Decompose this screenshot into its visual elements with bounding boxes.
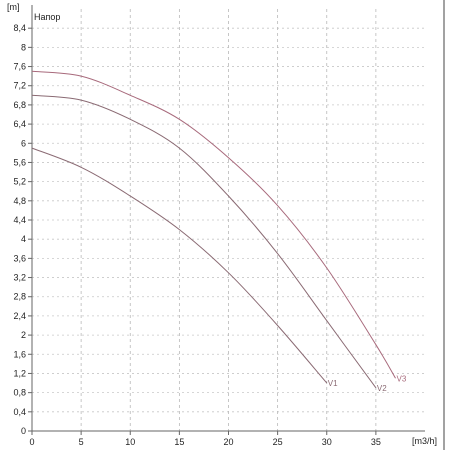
grid-layer: [32, 9, 425, 431]
series-label-v2: V2: [377, 384, 387, 393]
y-tick-label: 7,6: [13, 62, 26, 72]
y-tick-label: 5,2: [13, 177, 26, 187]
x-tick-label: 30: [322, 437, 332, 447]
x-tick-label: 10: [125, 437, 135, 447]
y-tick-label: 4,8: [13, 196, 26, 206]
y-tick-label: 2,8: [13, 292, 26, 302]
y-axis-title: [m]: [7, 2, 20, 12]
label-layer: [m] Напор [m3/h] 0 0,4 0,8 1,2 1,6 2 2,4 2,8 3,2…: [7, 2, 437, 447]
x-tick-label: 20: [223, 437, 233, 447]
y-tick-label: 5,6: [13, 157, 26, 167]
y-tick-label: 1,6: [13, 349, 26, 359]
chart-title: Напор: [34, 12, 60, 22]
series-layer: [31, 70, 396, 389]
series-line-v2: [31, 94, 377, 389]
x-tick-label: 35: [371, 437, 381, 447]
axis-layer: [28, 5, 425, 435]
series-label-v3: V3: [397, 374, 407, 383]
series-line-v1: [31, 147, 328, 384]
y-tick-label: 3,6: [13, 253, 26, 263]
y-tick-label: 6: [21, 138, 26, 148]
y-tick-label: 2,4: [13, 311, 26, 321]
y-tick-label: 7,2: [13, 81, 26, 91]
y-tick-label: 0,4: [13, 407, 26, 417]
y-tick-label: 1,2: [13, 368, 26, 378]
y-tick-label: 4,4: [13, 215, 26, 225]
x-tick-label: 5: [79, 437, 84, 447]
y-tick-label: 6,4: [13, 119, 26, 129]
y-tick-label: 0,8: [13, 388, 26, 398]
y-tick-label: 4: [21, 234, 26, 244]
x-tick-label: 25: [273, 437, 283, 447]
y-tick-label: 2: [21, 330, 26, 340]
y-tick-label: 0: [21, 426, 26, 436]
series-label-v1: V1: [328, 379, 338, 388]
y-tick-label: 8,4: [13, 23, 26, 33]
y-tick-label: 8: [21, 42, 26, 52]
y-tick-label: 6,8: [13, 100, 26, 110]
x-axis-title: [m3/h]: [412, 436, 437, 446]
x-tick-label: 0: [29, 437, 34, 447]
series-line-v3: [31, 70, 396, 379]
x-tick-label: 15: [174, 437, 184, 447]
y-tick-label: 3,2: [13, 273, 26, 283]
